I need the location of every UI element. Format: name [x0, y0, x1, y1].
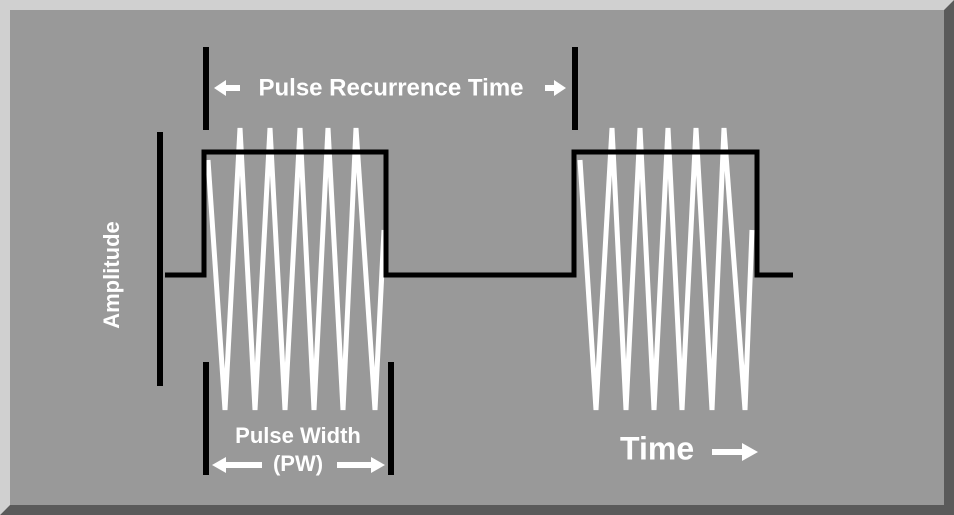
arrow-left: [212, 457, 262, 473]
carrier-wave: [205, 127, 387, 411]
prt-label: Pulse Recurrence Time: [258, 74, 523, 101]
panel: [10, 10, 944, 505]
time-label: Time: [620, 430, 694, 466]
pw-label: Pulse Width: [235, 423, 361, 448]
arrow-right: [337, 457, 385, 473]
arrow-right: [545, 80, 566, 96]
pulse-envelope: [165, 149, 793, 278]
arrow-left: [214, 80, 240, 96]
arrow-right: [712, 443, 758, 461]
pw-abbr: (PW): [273, 451, 323, 476]
amplitude-label: Amplitude: [99, 221, 124, 329]
carrier-wave: [577, 127, 755, 411]
